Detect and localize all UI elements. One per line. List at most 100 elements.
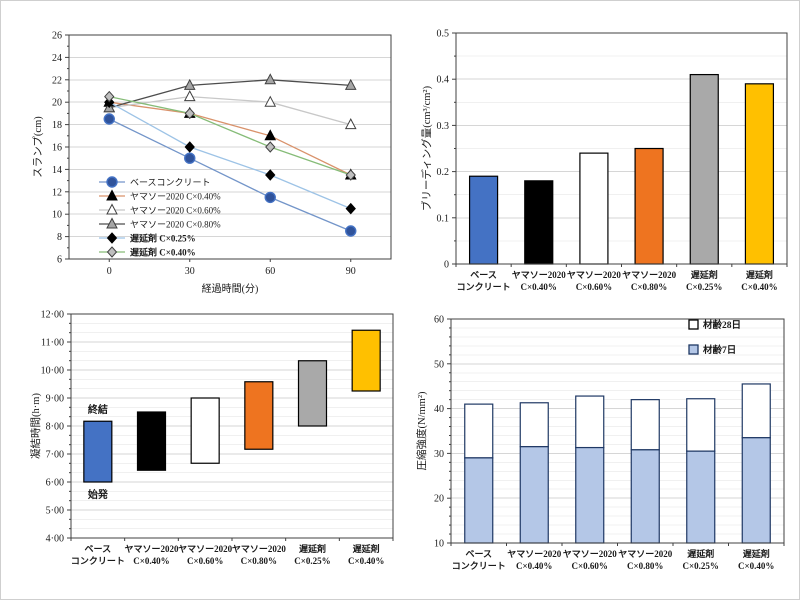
slump-line-chart: 6 8 10 12 14 16 18 20 22 24 26 0 30 60 90 ベースコンクリート ヤマソー… <box>1 1 401 301</box>
category-label-line1: ベース <box>85 544 112 554</box>
y-tick-label: 10·00 <box>41 366 64 377</box>
legend-label: ヤマソー2020 C×0.60% <box>130 206 221 216</box>
point-marker <box>106 217 118 229</box>
point-marker <box>104 90 115 103</box>
setting-time-range-chart: 4·00 5·00 6·00 7·00 8·00 9·00 10·00 11·00 12·00 終… <box>1 301 401 599</box>
category-label-line2: C×0.40% <box>741 282 777 292</box>
category-label-line1: ヤマソー2020 <box>178 544 233 554</box>
point-marker <box>344 118 357 130</box>
category-label-line2: C×0.80% <box>631 282 667 292</box>
category-label-line2: C×0.60% <box>576 282 612 292</box>
plot-border <box>450 318 785 544</box>
range-bar <box>297 360 328 427</box>
plot-border <box>455 32 788 265</box>
series-0 <box>103 113 357 237</box>
range-bar <box>351 329 381 392</box>
category-label-line1: ヤマソー2020 <box>232 544 287 554</box>
series-1 <box>103 95 357 180</box>
point-marker <box>184 107 195 120</box>
y-tick-label: 9·00 <box>46 394 64 405</box>
category-labels: ベースコンクリートヤマソー2020C×0.40%ヤマソー2020C×0.60%ヤ… <box>71 543 385 566</box>
legend-label: 遅延剤 C×0.40% <box>130 247 196 258</box>
legend-label: 材齢28日 <box>702 319 741 331</box>
y-axis: 10 20 30 40 50 60 <box>434 315 784 550</box>
y-tick-label: 60 <box>434 315 444 326</box>
series-3 <box>103 73 357 113</box>
plot-border <box>70 313 394 539</box>
bar-28day <box>575 395 605 449</box>
category-label-line1: ヤマソー2020 <box>507 549 562 559</box>
y-tick-label: 18 <box>52 120 62 131</box>
point-marker <box>183 78 196 90</box>
category-label-line2: C×0.25% <box>294 556 330 566</box>
bleeding-bar-chart-svg: 00.10.20.30.40.5ベースコンクリートヤマソー2020C×0.40%… <box>420 29 788 292</box>
legend-swatch <box>688 344 699 355</box>
compressive-strength-chart: 10 20 30 40 50 60 材齢28日 材齢7日 ベース コンクリート ヤマソー2020 C×… <box>401 301 799 599</box>
legend-label: ヤマソー2020 C×0.80% <box>130 220 221 230</box>
category-label-line2: C×0.40% <box>516 561 552 571</box>
point-marker <box>106 232 118 244</box>
bar-28day <box>686 398 716 452</box>
y-tick-label: 0.1 <box>437 213 450 224</box>
point-marker <box>184 141 195 153</box>
bar <box>689 73 719 265</box>
range-bar-chart: 4·00 5·00 6·00 7·00 8·00 9·00 10·00 11·00 12·00 終… <box>29 310 394 566</box>
legend-label: ベースコンクリート <box>130 178 211 188</box>
bar <box>744 83 775 265</box>
bar-28day <box>741 383 771 439</box>
y-tick-label: 11·00 <box>41 338 64 349</box>
category-label-line1: ヤマソー2020 <box>512 270 567 280</box>
y-tick-label: 16 <box>52 143 62 154</box>
category-label-line1: 遅延剤 <box>691 269 718 280</box>
legend-swatch <box>688 319 699 330</box>
point-marker <box>106 189 118 201</box>
point-marker <box>103 113 115 125</box>
bar <box>468 175 499 265</box>
plot-border <box>68 34 392 260</box>
x-axis: 0 30 60 90 <box>107 259 356 277</box>
y-tick-label: 0.4 <box>437 75 450 86</box>
stacked-bar-chart: 102030405060材齢28日材齢7日ベースコンクリートヤマソー2020C×… <box>415 315 785 571</box>
y-tick-label: 26 <box>52 31 62 42</box>
point-marker <box>184 152 196 164</box>
y-axis-title: スランプ(cm) <box>32 116 44 178</box>
category-label-line2: C×0.60% <box>572 561 608 571</box>
y-tick-label: 40 <box>434 404 444 415</box>
range-bar <box>190 397 220 464</box>
category-label-line1: ヤマソー2020 <box>567 270 622 280</box>
category-label-line1: ベース <box>465 549 492 559</box>
category-label-line2: C×0.80% <box>241 556 277 566</box>
category-label-line1: 遅延剤 <box>299 543 326 554</box>
category-label-line2: C×0.40% <box>348 556 384 566</box>
x-tick-label: 60 <box>265 266 275 277</box>
point-marker <box>264 129 277 141</box>
y-axis-title: 凝結時間(h·m) <box>29 393 42 459</box>
category-label-line2: C×0.80% <box>627 561 663 571</box>
bar-7day <box>575 446 605 544</box>
x-tick-label: 30 <box>185 266 195 277</box>
category-label-line1: 遅延剤 <box>746 269 773 280</box>
x-axis-title: 経過時間(分) <box>202 282 259 295</box>
legend-label: 遅延剤 C×0.25% <box>130 233 196 244</box>
category-label-line1: ヤマソー2020 <box>618 549 673 559</box>
bleeding-bar-chart: 0 0.1 0.2 0.3 0.4 0.5 ベース コンクリート ヤマソー2020 C×0.40%… <box>401 1 799 301</box>
bar-7day <box>686 450 716 544</box>
range-bar <box>136 411 167 471</box>
line-chart: 6 8 10 12 14 16 18 20 22 24 26 0 30 60 90 ベースコンクリートヤマソー… <box>32 31 392 295</box>
y-tick-label: 0.2 <box>437 167 450 178</box>
point-marker <box>264 191 276 204</box>
y-tick-label: 0.3 <box>437 121 450 132</box>
legend-label: ヤマソー2020 C×0.40% <box>130 192 221 202</box>
category-label-line2: C×0.40% <box>133 556 169 566</box>
point-marker <box>345 202 356 215</box>
point-marker <box>183 90 196 102</box>
point-marker <box>106 203 118 215</box>
category-label-line1: ヤマソー2020 <box>622 270 677 280</box>
bar-28day <box>630 399 660 451</box>
point-marker <box>345 169 356 181</box>
legend-label: 材齢7日 <box>702 344 736 356</box>
y-axis-title: ブリーディング量(cm³/cm²) <box>420 85 433 211</box>
category-labels: ベースコンクリートヤマソー2020C×0.40%ヤマソー2020C×0.60%ヤ… <box>452 548 775 571</box>
